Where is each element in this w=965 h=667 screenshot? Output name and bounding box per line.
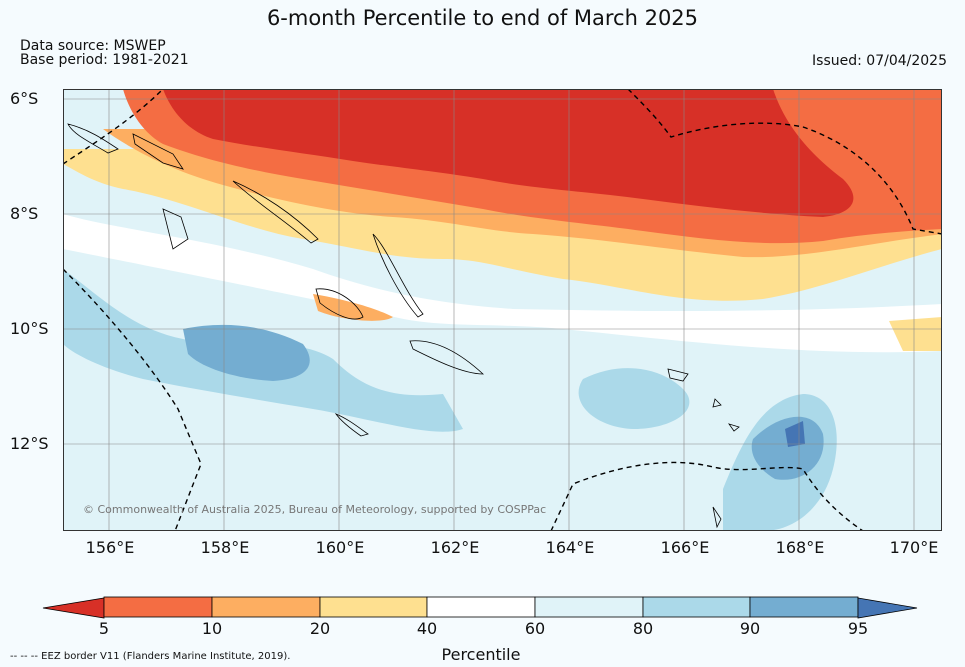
colorbar-tick-10: 10: [201, 619, 223, 638]
lon-label-160e: 160°E: [315, 538, 365, 557]
graticule: [63, 89, 942, 531]
colorbar-segment-60-80: [534, 596, 644, 618]
copyright-notice: © Commonwealth of Australia 2025, Bureau…: [83, 503, 547, 516]
colorbar-tick-5: 5: [98, 619, 110, 638]
base-period-label: Base period: 1981-2021: [20, 52, 189, 68]
colorbar-segment-90-95: [749, 596, 859, 618]
coastlines: [67, 123, 740, 529]
band-40-60: [63, 214, 942, 353]
band-below-5: [163, 89, 854, 217]
lon-label-166e: 166°E: [660, 538, 710, 557]
band-90-95: [751, 416, 824, 480]
map-frame: [63, 89, 942, 531]
colorbar-segment-10-20: [211, 596, 321, 618]
lon-label-170e: 170°E: [889, 538, 939, 557]
band-10-20: [313, 294, 393, 321]
lat-label-12s: 12°S: [10, 434, 49, 453]
lat-label-8s: 8°S: [10, 204, 39, 223]
colorbar-tick-60: 60: [524, 619, 546, 638]
band-90-95: [183, 324, 310, 381]
band-20-40: [889, 317, 942, 351]
band-95-up: [785, 421, 805, 447]
colorbar-extend-low: [42, 597, 105, 619]
eez-borders: [63, 89, 942, 531]
lon-label-156e: 156°E: [85, 538, 135, 557]
lon-label-162e: 162°E: [430, 538, 480, 557]
eez-border-note: -- -- -- EEZ border V11 (Flanders Marine…: [10, 651, 291, 662]
colorbar-tick-40: 40: [416, 619, 438, 638]
colorbar-tick-90: 90: [739, 619, 761, 638]
percentile-map: [63, 89, 942, 531]
data-source-block: Data source: MSWEP Base period: 1981-202…: [20, 39, 189, 67]
colorbar-extend-high: [857, 597, 918, 619]
colorbar-segment-40-60: [426, 596, 536, 618]
colorbar: [42, 596, 918, 619]
colorbar-label: Percentile: [441, 645, 521, 664]
lon-label-164e: 164°E: [545, 538, 595, 557]
colorbar-tick-80: 80: [632, 619, 654, 638]
colorbar-segment-80-90: [642, 596, 751, 618]
issued-date: Issued: 07/04/2025: [812, 53, 947, 69]
colorbar-segment-20-40: [319, 596, 428, 618]
colorbar-segment-5-10: [103, 596, 213, 618]
lon-label-158e: 158°E: [200, 538, 250, 557]
colorbar-tick-20: 20: [309, 619, 331, 638]
lon-label-168e: 168°E: [775, 538, 825, 557]
data-source-label: Data source: MSWEP: [20, 38, 166, 54]
lat-label-6s: 6°S: [10, 89, 39, 108]
band-80-90: [578, 368, 690, 429]
colorbar-tick-95: 95: [847, 619, 869, 638]
map-title: 6-month Percentile to end of March 2025: [266, 6, 699, 30]
lat-label-10s: 10°S: [10, 319, 49, 338]
